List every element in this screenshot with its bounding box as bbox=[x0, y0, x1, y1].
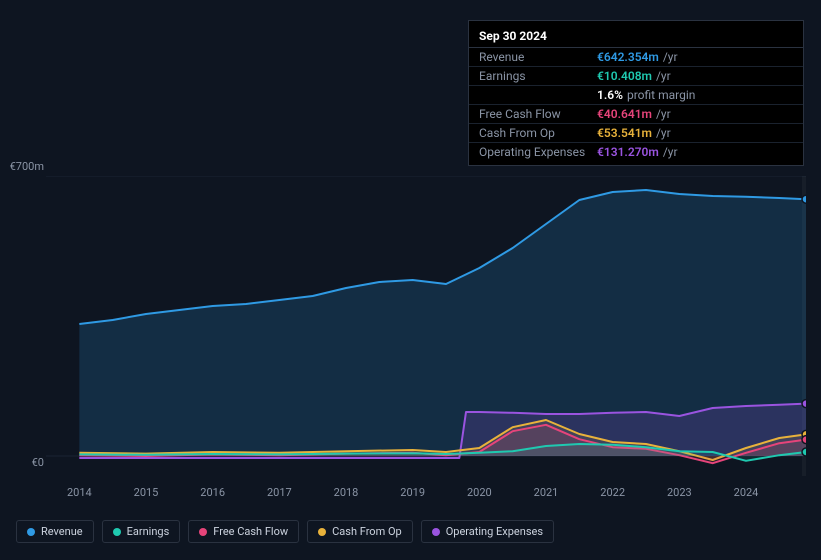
x-tick-label: 2019 bbox=[400, 486, 425, 499]
tooltip-value: 1.6% bbox=[597, 88, 623, 102]
tooltip-value: €53.541m bbox=[597, 126, 652, 140]
legend-swatch bbox=[318, 528, 326, 536]
legend-item[interactable]: Cash From Op bbox=[307, 520, 413, 543]
tooltip-suffix: /yr bbox=[663, 145, 678, 159]
x-tick-label: 2024 bbox=[734, 486, 759, 499]
tooltip-suffix: profit margin bbox=[627, 88, 695, 102]
tooltip-value: €40.641m bbox=[597, 107, 652, 121]
legend-item[interactable]: Revenue bbox=[16, 520, 94, 543]
tooltip-row: Operating Expenses€131.270m/yr bbox=[469, 143, 803, 161]
tooltip-row: Earnings€10.408m/yr bbox=[469, 67, 803, 86]
legend-swatch bbox=[199, 528, 207, 536]
tooltip-value: €10.408m bbox=[597, 69, 652, 83]
x-tick-label: 2022 bbox=[600, 486, 625, 499]
legend-swatch bbox=[432, 528, 440, 536]
tooltip-suffix: /yr bbox=[656, 69, 671, 83]
legend-swatch bbox=[27, 528, 35, 536]
y-tick-label: €700m bbox=[4, 160, 44, 173]
chart-area: €700m €0 bbox=[16, 160, 806, 480]
legend-swatch bbox=[113, 528, 121, 536]
legend-label: Cash From Op bbox=[332, 525, 402, 538]
x-tick-label: 2017 bbox=[267, 486, 292, 499]
legend-item[interactable]: Earnings bbox=[102, 520, 181, 543]
legend-label: Earnings bbox=[127, 525, 170, 538]
tooltip-date: Sep 30 2024 bbox=[469, 25, 803, 48]
series-end-marker bbox=[802, 400, 806, 408]
series-end-marker bbox=[802, 195, 806, 203]
x-tick-label: 2020 bbox=[467, 486, 492, 499]
tooltip-label: Operating Expenses bbox=[479, 145, 597, 159]
x-tick-label: 2015 bbox=[134, 486, 159, 499]
x-tick-label: 2018 bbox=[334, 486, 359, 499]
tooltip-row: Cash From Op€53.541m/yr bbox=[469, 124, 803, 143]
tooltip-label: Revenue bbox=[479, 50, 597, 64]
tooltip-label: Cash From Op bbox=[479, 126, 597, 140]
series-end-marker bbox=[802, 448, 806, 456]
x-tick-label: 2014 bbox=[67, 486, 92, 499]
tooltip-row: Revenue€642.354m/yr bbox=[469, 48, 803, 67]
tooltip-label bbox=[479, 88, 597, 102]
x-tick-label: 2016 bbox=[200, 486, 225, 499]
tooltip-label: Free Cash Flow bbox=[479, 107, 597, 121]
x-axis: 2014 2015 2016 2017 2018 2019 2020 2021 2022 2023… bbox=[16, 486, 806, 506]
tooltip-value: €642.354m bbox=[597, 50, 659, 64]
legend-label: Free Cash Flow bbox=[213, 525, 288, 538]
series-end-marker bbox=[802, 436, 806, 444]
tooltip-label: Earnings bbox=[479, 69, 597, 83]
tooltip-suffix: /yr bbox=[656, 126, 671, 140]
legend-item[interactable]: Free Cash Flow bbox=[188, 520, 299, 543]
legend-item[interactable]: Operating Expenses bbox=[421, 520, 554, 543]
legend-label: Revenue bbox=[41, 525, 83, 538]
legend-label: Operating Expenses bbox=[446, 525, 543, 538]
chart-legend: Revenue Earnings Free Cash Flow Cash From O… bbox=[16, 520, 554, 543]
tooltip-row: 1.6% profit margin bbox=[469, 86, 803, 105]
y-tick-label: €0 bbox=[4, 456, 44, 469]
chart-plot[interactable] bbox=[46, 176, 806, 476]
tooltip-suffix: /yr bbox=[663, 50, 678, 64]
tooltip-row: Free Cash Flow€40.641m/yr bbox=[469, 105, 803, 124]
tooltip-value: €131.270m bbox=[597, 145, 659, 159]
x-tick-label: 2023 bbox=[667, 486, 692, 499]
tooltip-suffix: /yr bbox=[656, 107, 671, 121]
chart-tooltip: Sep 30 2024 Revenue€642.354m/yrEarnings€… bbox=[468, 20, 804, 166]
x-tick-label: 2021 bbox=[534, 486, 559, 499]
